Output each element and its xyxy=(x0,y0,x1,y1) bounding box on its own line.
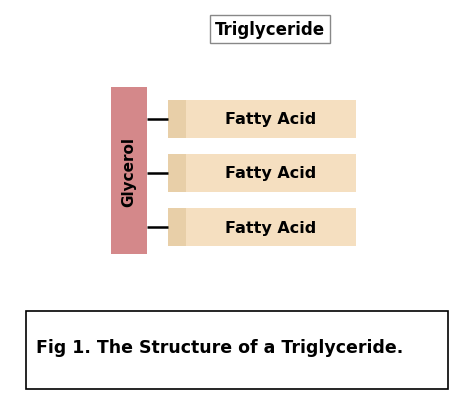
Text: Fig 1. The Structure of a Triglyceride.: Fig 1. The Structure of a Triglyceride. xyxy=(36,338,403,356)
Bar xyxy=(168,209,186,247)
Bar xyxy=(26,311,448,389)
Text: Fatty Acid: Fatty Acid xyxy=(225,220,317,235)
Bar xyxy=(111,88,147,255)
Text: Fatty Acid: Fatty Acid xyxy=(225,166,317,181)
Text: Fatty Acid: Fatty Acid xyxy=(225,112,317,127)
Bar xyxy=(186,154,356,192)
Bar xyxy=(186,209,356,247)
Bar xyxy=(186,100,356,138)
Bar xyxy=(168,154,186,192)
Text: Triglyceride: Triglyceride xyxy=(215,21,325,39)
Text: Glycerol: Glycerol xyxy=(122,136,137,207)
Bar xyxy=(168,100,186,138)
